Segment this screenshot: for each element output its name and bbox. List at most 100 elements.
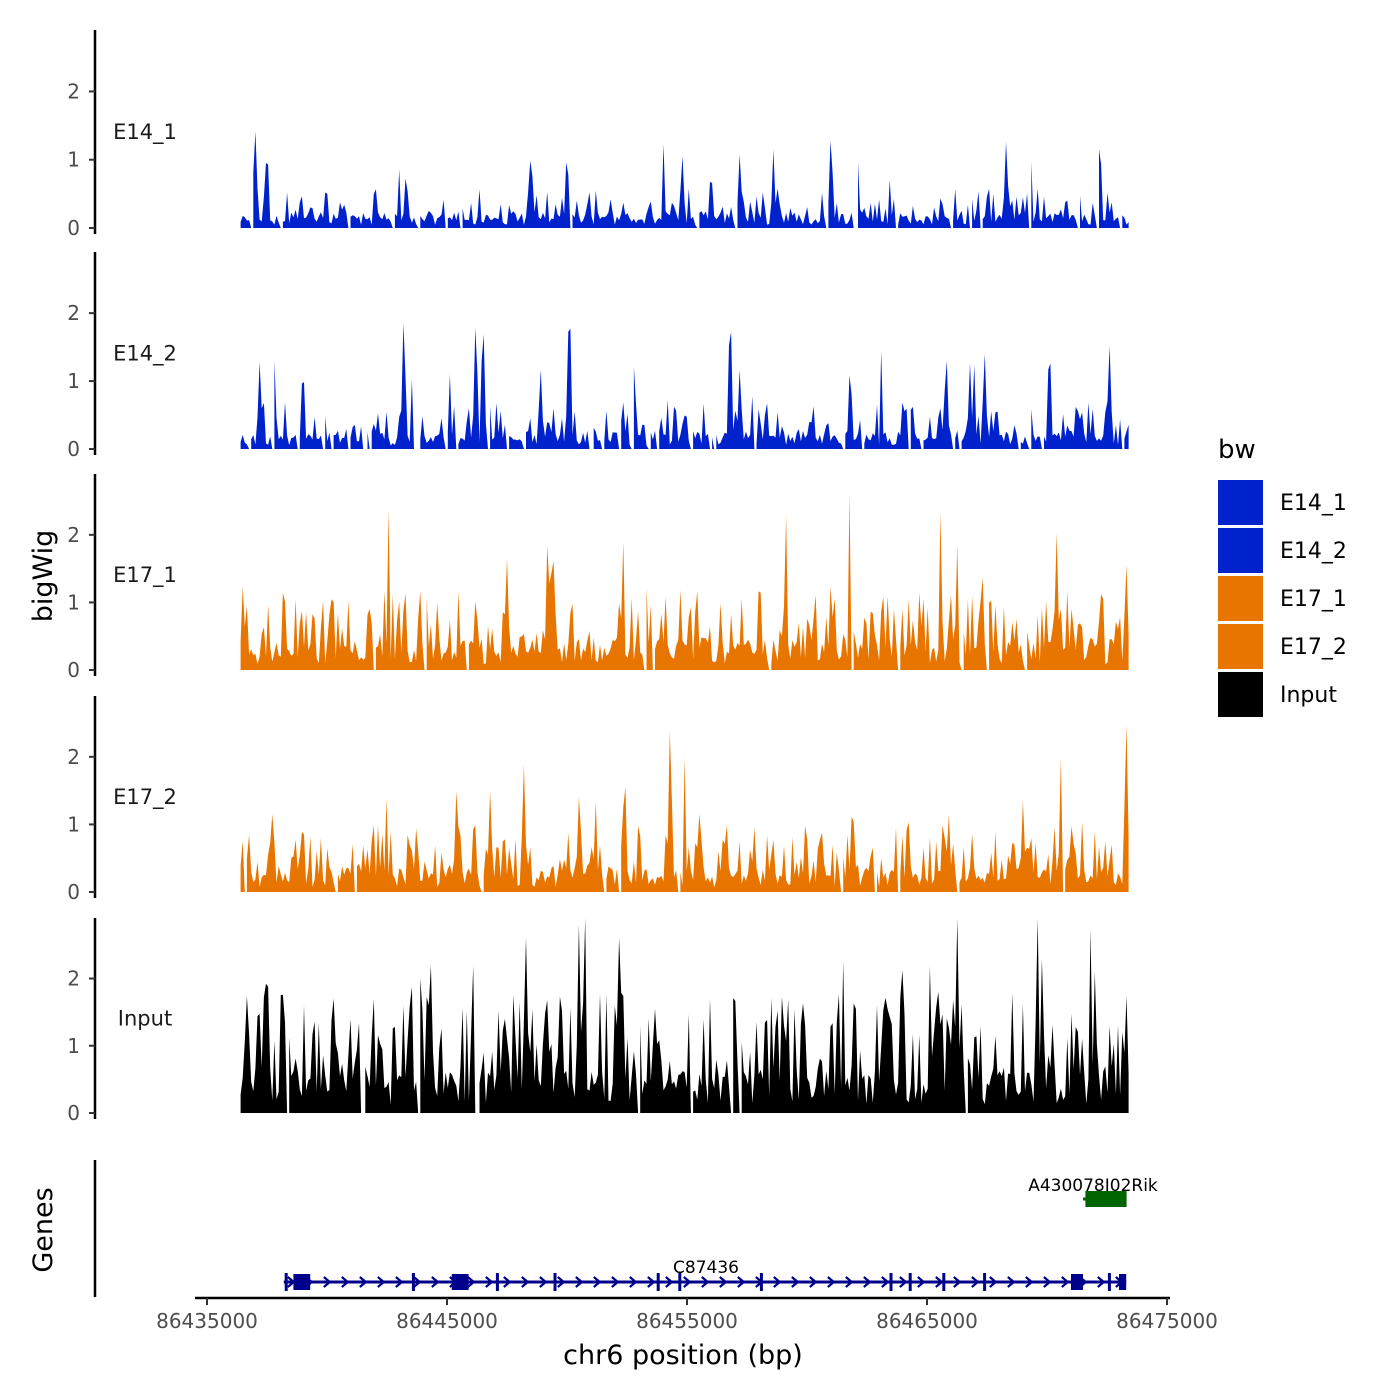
strand-arrow xyxy=(809,1276,818,1288)
track-label: E17_2 xyxy=(113,785,177,810)
y-tick-label: 2 xyxy=(67,79,80,103)
strand-arrow xyxy=(953,1276,962,1288)
x-tick-label: 86445000 xyxy=(396,1309,498,1333)
y-tick-label: 2 xyxy=(67,523,80,547)
strand-arrow xyxy=(719,1276,728,1288)
coverage-area-E14_1 xyxy=(240,131,1129,228)
strand-arrow xyxy=(449,1276,458,1288)
x-tick-label: 86475000 xyxy=(1116,1309,1218,1333)
strand-arrow xyxy=(737,1276,746,1288)
y-tick-label: 0 xyxy=(67,216,80,240)
gene-A430078I02Rik: A430078I02Rik xyxy=(1028,1176,1158,1207)
strand-arrow xyxy=(521,1276,530,1288)
strand-arrow xyxy=(467,1276,476,1288)
coverage-area-E14_2 xyxy=(240,322,1129,449)
strand-arrow xyxy=(1087,1193,1096,1205)
strand-arrow xyxy=(611,1276,620,1288)
strand-arrow xyxy=(863,1276,872,1288)
y-tick-label: 2 xyxy=(67,967,80,991)
y-tick-label: 1 xyxy=(67,812,80,836)
strand-arrow xyxy=(377,1276,386,1288)
y-tick-label: 0 xyxy=(67,880,80,904)
strand-arrow xyxy=(971,1276,980,1288)
gene-track: A430078I02Rik C87436 xyxy=(93,1160,1158,1297)
coverage-area-Input xyxy=(240,918,1129,1113)
strand-arrow xyxy=(593,1276,602,1288)
legend-label-E14_1: E14_1 xyxy=(1280,491,1347,516)
strand-arrow xyxy=(395,1276,404,1288)
strand-arrow xyxy=(1097,1276,1106,1288)
strand-arrow xyxy=(575,1276,584,1288)
strand-arrow xyxy=(917,1276,926,1288)
strand-arrow xyxy=(989,1276,998,1288)
strand-arrow xyxy=(683,1276,692,1288)
strand-arrow xyxy=(647,1276,656,1288)
track-Input: 0 1 2 Input xyxy=(67,918,1129,1125)
strand-arrow xyxy=(1115,1276,1124,1288)
strand-arrow xyxy=(431,1276,440,1288)
y-tick-label: 2 xyxy=(67,301,80,325)
gene-exon xyxy=(451,1274,469,1290)
gene-label: A430078I02Rik xyxy=(1028,1176,1158,1196)
legend: bw E14_1 E14_2 E17_1 E17_2 Input xyxy=(1218,435,1347,717)
strand-arrow xyxy=(557,1276,566,1288)
strand-arrow xyxy=(413,1276,422,1288)
strand-arrow xyxy=(899,1276,908,1288)
y-tick-label: 2 xyxy=(67,745,80,769)
strand-arrow xyxy=(845,1276,854,1288)
legend-label-E17_1: E17_1 xyxy=(1280,587,1347,612)
coverage-area-E17_2 xyxy=(240,724,1129,892)
track-E17_1: 0 1 2 E17_1 xyxy=(67,474,1129,682)
x-axis: 86435000 86445000 86455000 86465000 86475000 xyxy=(156,1296,1218,1333)
coverage-area-E17_1 xyxy=(240,493,1129,670)
legend-key-E14_2 xyxy=(1218,528,1263,573)
gene-exon xyxy=(1071,1274,1083,1290)
track-label: E17_1 xyxy=(113,563,177,588)
legend-key-Input xyxy=(1218,672,1263,717)
track-E14_1: 0 1 2 E14_1 xyxy=(67,30,1129,240)
coverage-tracks: 0 1 2 E14_1 0 1 2 E14_2 0 1 2 E17_1 0 1 2 E17_2 0 1 2 Input xyxy=(67,30,1129,1125)
y-tick-label: 1 xyxy=(67,590,80,614)
y-axis-title: bigWig xyxy=(28,530,59,623)
track-label: E14_2 xyxy=(113,341,177,366)
strand-arrow xyxy=(1007,1276,1016,1288)
x-tick-label: 86455000 xyxy=(636,1309,738,1333)
gene-C87436: C87436 xyxy=(283,1258,1127,1291)
gene-exon xyxy=(293,1274,311,1290)
track-E14_2: 0 1 2 E14_2 xyxy=(67,252,1129,461)
y-tick-label: 1 xyxy=(67,369,80,393)
strand-arrow xyxy=(773,1276,782,1288)
gene-exon xyxy=(1122,1191,1127,1207)
strand-arrow xyxy=(935,1276,944,1288)
y-tick-label: 1 xyxy=(67,1034,80,1058)
legend-key-E14_1 xyxy=(1218,480,1263,525)
x-tick-label: 86435000 xyxy=(156,1309,258,1333)
y-tick-label: 1 xyxy=(67,148,80,172)
x-axis-title: chr6 position (bp) xyxy=(563,1340,803,1371)
gene-exon xyxy=(1085,1191,1127,1207)
strand-arrow xyxy=(323,1276,332,1288)
strand-arrow xyxy=(629,1276,638,1288)
gene-label: C87436 xyxy=(673,1258,739,1278)
strand-arrow xyxy=(503,1276,512,1288)
strand-arrow xyxy=(701,1276,710,1288)
strand-arrow xyxy=(665,1276,674,1288)
legend-key-E17_1 xyxy=(1218,576,1263,621)
legend-label-Input: Input xyxy=(1280,683,1337,708)
strand-arrow xyxy=(1025,1276,1034,1288)
strand-arrow xyxy=(287,1276,296,1288)
strand-arrow xyxy=(539,1276,548,1288)
strand-arrow xyxy=(827,1276,836,1288)
genes-facet-title: Genes xyxy=(28,1187,59,1272)
y-tick-label: 0 xyxy=(67,437,80,461)
strand-arrow xyxy=(485,1276,494,1288)
strand-arrow xyxy=(305,1276,314,1288)
legend-title: bw xyxy=(1218,435,1256,465)
track-E17_2: 0 1 2 E17_2 xyxy=(67,696,1129,904)
track-label: E14_1 xyxy=(113,120,177,145)
legend-label-E17_2: E17_2 xyxy=(1280,635,1347,660)
y-tick-label: 0 xyxy=(67,658,80,682)
strand-arrow xyxy=(1061,1276,1070,1288)
track-label: Input xyxy=(118,1006,172,1030)
